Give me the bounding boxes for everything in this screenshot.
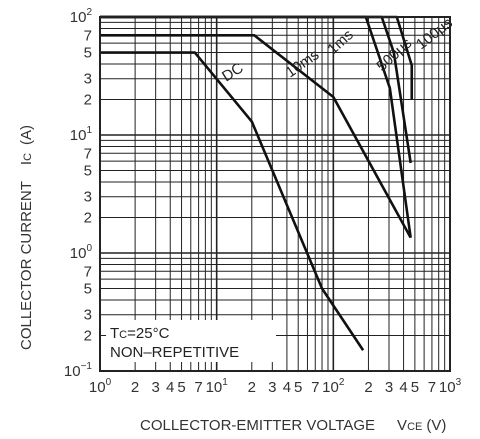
y-tick-label: 7	[84, 263, 92, 280]
x-tick-label: 4	[283, 379, 291, 396]
y-tick-label: 7	[84, 145, 92, 162]
x-tick-label: 102	[322, 377, 345, 396]
plot-frame	[99, 16, 451, 372]
x-tick-labels: 100 2 3 4 5 7 101 2 3 4 5 7 102 2 3 4 5 7 103	[89, 377, 462, 396]
y-tick-label: 3	[84, 307, 92, 324]
curve-dc	[100, 51, 365, 351]
x-tick-label: 101	[206, 377, 229, 396]
x-tick-label: 7	[194, 379, 202, 396]
label-1ms: 1ms	[324, 26, 356, 58]
curve-100s	[100, 15, 414, 100]
note-background	[106, 320, 276, 362]
x-tick-label: 5	[411, 379, 419, 396]
x-tick-label: 3	[152, 379, 160, 396]
x-tick-label: 5	[294, 379, 302, 396]
x-tick-label: 7	[311, 379, 319, 396]
x-tick-label: 103	[439, 377, 462, 396]
x-tick-label: 2	[248, 379, 256, 396]
y-tick-label: 3	[84, 189, 92, 206]
y-tick-label: 2	[84, 210, 92, 227]
y-tick-label: 5	[84, 281, 92, 298]
y-tick-label: 5	[84, 163, 92, 180]
y-tick-label: 3	[84, 71, 92, 88]
x-tick-label: 100	[89, 377, 112, 396]
x-tick-label: 3	[385, 379, 393, 396]
y-tick-label: 102	[70, 7, 93, 26]
x-tick-label: 3	[268, 379, 276, 396]
y-tick-label: 2	[84, 328, 92, 345]
curve-labels: 100μs 500μs 1ms 10ms DC	[219, 14, 456, 85]
y-tick-label: 101	[70, 125, 93, 144]
label-10ms: 10ms	[283, 46, 323, 81]
x-tick-label: 2	[131, 379, 139, 396]
x-tick-label: 7	[428, 379, 436, 396]
note-nonrepetitive: NON–REPETITIVE	[110, 344, 239, 361]
y-tick-label: 5	[84, 45, 92, 62]
note-tc: TC=25°C	[110, 325, 170, 342]
y-tick-label: 10−1	[64, 361, 93, 380]
label-dc: DC	[219, 59, 247, 85]
curve-10ms	[100, 33, 412, 239]
x-axis-title: COLLECTOR-EMITTER VOLTAGE VCE (V)	[140, 417, 446, 434]
y-tick-label: 100	[70, 243, 93, 262]
x-tick-label: 2	[364, 379, 372, 396]
y-tick-label: 2	[84, 92, 92, 109]
x-tick-label: 4	[399, 379, 407, 396]
curve-500s	[100, 15, 412, 164]
x-tick-label: 4	[166, 379, 174, 396]
y-axis-title: COLLECTOR CURRENTIC(A)	[18, 125, 35, 350]
x-tick-label: 5	[177, 379, 185, 396]
y-tick-label: 7	[84, 27, 92, 44]
